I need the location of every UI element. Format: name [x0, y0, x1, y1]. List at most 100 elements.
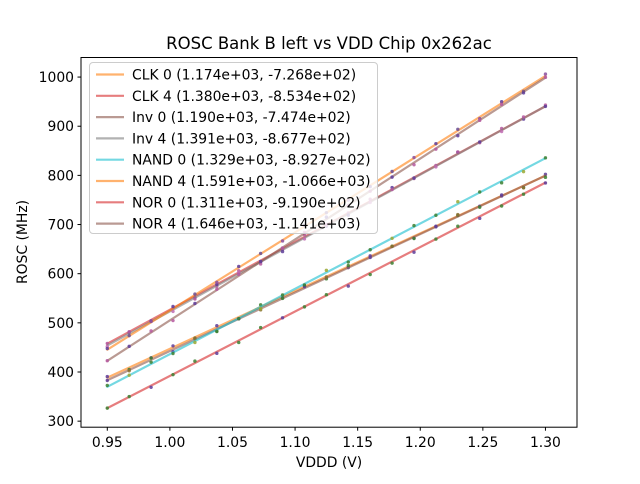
data-point-nand-4	[543, 72, 548, 76]
data-point-nand-0	[105, 383, 109, 388]
data-point-clk-0	[171, 344, 175, 348]
y-tick-label: 700	[47, 218, 74, 234]
data-point-nand-0	[412, 223, 416, 228]
data-point-nand-4	[193, 292, 197, 296]
data-point-inv-0	[456, 212, 460, 217]
data-point-inv-0	[434, 224, 438, 228]
data-point-nor-0	[434, 237, 438, 241]
y-tick-label: 1000	[39, 70, 74, 86]
data-point-nor-0	[105, 406, 109, 410]
data-point-nor-4	[215, 287, 219, 291]
data-point-nand-4	[456, 127, 460, 131]
data-point-inv-0	[499, 193, 504, 197]
data-point-clk-0	[215, 324, 219, 328]
legend-label-inv-4: Inv 4 (1.391e+03, -8.677e+02)	[132, 131, 351, 147]
x-tick-label: 1.30	[530, 435, 561, 451]
data-point-nand-0	[149, 360, 153, 364]
data-point-inv-4	[499, 129, 504, 134]
x-tick-label: 1.05	[217, 435, 248, 451]
data-point-inv-0	[324, 275, 329, 279]
data-point-nor-4	[478, 118, 482, 123]
data-point-nor-4	[171, 318, 175, 323]
x-tick-label: 1.10	[280, 435, 311, 451]
data-point-nand-0	[258, 307, 263, 311]
data-point-inv-0	[105, 378, 109, 383]
y-tick-label: 500	[47, 316, 74, 332]
legend-label-clk-0: CLK 0 (1.174e+03, -7.268e+02)	[132, 68, 356, 84]
data-point-inv-0	[478, 205, 482, 209]
data-point-nand-0	[499, 181, 504, 185]
x-axis-label: VDDD (V)	[296, 455, 362, 471]
data-point-inv-4	[456, 150, 460, 154]
data-point-nand-4	[434, 141, 438, 146]
y-tick-label: 300	[47, 414, 74, 430]
data-point-nand-0	[478, 190, 482, 194]
data-point-nor-0	[280, 316, 285, 320]
chart-title: ROSC Bank B left vs VDD Chip 0x262ac	[166, 34, 492, 53]
data-point-nor-4	[543, 75, 548, 80]
data-point-nor-0	[171, 372, 175, 377]
data-point-nor-4	[280, 246, 285, 250]
legend-item-nor-0: NOR 0 (1.311e+03, -9.190e+02)	[96, 195, 361, 211]
data-point-nand-0	[302, 283, 307, 287]
x-tick-label: 1.00	[154, 435, 185, 451]
y-tick-label: 600	[47, 267, 74, 283]
legend-label-nor-4: NOR 4 (1.646e+03, -1.141e+03)	[132, 217, 361, 233]
data-point-nor-0	[478, 216, 482, 221]
data-point-nor-0	[258, 325, 263, 330]
legend-label-nand-4: NAND 4 (1.591e+03, -1.066e+03)	[132, 174, 371, 190]
data-point-inv-0	[390, 244, 394, 248]
data-point-nor-0	[193, 359, 197, 363]
data-point-inv-4	[171, 309, 175, 314]
data-point-inv-0	[149, 356, 153, 360]
data-point-nand-0	[456, 200, 460, 204]
legend-item-inv-4: Inv 4 (1.391e+03, -8.677e+02)	[96, 131, 351, 147]
data-point-inv-4	[127, 329, 131, 334]
data-point-inv-0	[346, 263, 350, 268]
data-point-nor-0	[521, 192, 526, 196]
y-axis-label: ROSC (MHz)	[15, 200, 31, 284]
data-point-inv-0	[193, 336, 197, 340]
data-point-inv-4	[478, 140, 482, 144]
legend-label-nor-0: NOR 0 (1.311e+03, -9.190e+02)	[132, 195, 361, 211]
data-point-nor-0	[215, 351, 219, 356]
data-point-nor-0	[456, 224, 460, 228]
x-tick-label: 1.25	[467, 435, 498, 451]
data-point-nand-4	[149, 319, 153, 324]
data-point-nor-4	[105, 359, 109, 363]
data-point-nand-0	[521, 169, 526, 174]
data-point-inv-0	[521, 186, 526, 190]
data-point-inv-4	[280, 249, 285, 254]
legend-label-inv-0: Inv 0 (1.190e+03, -7.474e+02)	[132, 110, 351, 126]
data-point-nand-0	[368, 248, 372, 252]
legend-label-clk-4: CLK 4 (1.380e+03, -8.534e+02)	[132, 89, 356, 105]
data-point-nand-4	[105, 346, 109, 351]
legend-label-nand-0: NAND 0 (1.329e+03, -8.927e+02)	[132, 153, 371, 169]
data-point-inv-0	[280, 296, 285, 301]
data-point-inv-4	[412, 176, 416, 180]
data-point-inv-4	[390, 187, 394, 192]
data-point-nor-0	[390, 261, 394, 265]
data-point-inv-0	[412, 236, 416, 241]
data-point-nor-0	[127, 394, 131, 399]
data-point-nor-0	[412, 250, 416, 254]
data-point-nor-0	[149, 385, 153, 389]
legend-item-clk-4: CLK 4 (1.380e+03, -8.534e+02)	[96, 89, 356, 105]
data-point-nand-0	[127, 373, 131, 377]
data-point-nor-0	[302, 305, 307, 309]
data-point-nand-0	[434, 213, 438, 217]
data-point-inv-0	[368, 255, 372, 260]
data-point-nor-4	[127, 344, 131, 349]
data-point-nor-0	[499, 204, 504, 208]
legend: CLK 0 (1.174e+03, -7.268e+02) CLK 4 (1.38…	[89, 62, 378, 234]
data-point-nand-4	[390, 169, 394, 174]
plot-area-frame	[80, 57, 578, 428]
data-point-nand-4	[499, 100, 504, 104]
legend-items: CLK 0 (1.174e+03, -7.268e+02) CLK 4 (1.38…	[96, 68, 371, 233]
data-point-nand-4	[258, 251, 263, 256]
x-tick-label: 1.15	[342, 435, 373, 451]
data-point-nor-0	[237, 340, 241, 345]
legend-item-nand-0: NAND 0 (1.329e+03, -8.927e+02)	[96, 153, 371, 169]
